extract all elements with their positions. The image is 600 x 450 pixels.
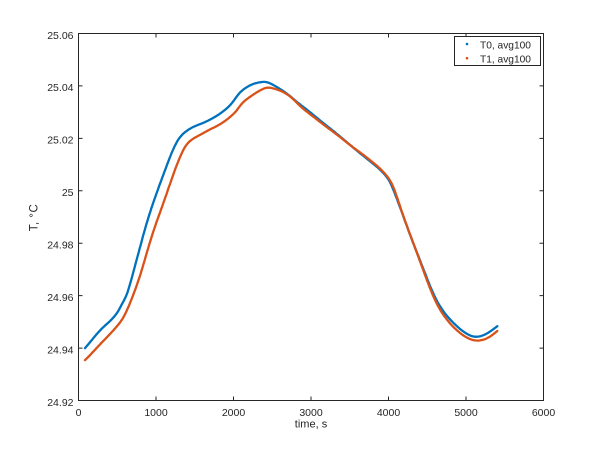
- svg-text:4000: 4000: [377, 407, 401, 419]
- svg-text:2000: 2000: [222, 407, 246, 419]
- svg-text:3000: 3000: [299, 407, 323, 419]
- svg-text:5000: 5000: [454, 407, 478, 419]
- svg-text:0: 0: [76, 407, 82, 419]
- svg-text:25.04: 25.04: [47, 82, 73, 94]
- svg-text:25.02: 25.02: [47, 135, 73, 147]
- svg-text:24.98: 24.98: [47, 240, 73, 252]
- svg-text:24.94: 24.94: [47, 344, 73, 356]
- svg-text:1000: 1000: [144, 407, 168, 419]
- svg-text:time, s: time, s: [295, 419, 328, 431]
- svg-text:25: 25: [62, 187, 74, 199]
- svg-text:T, °C: T, °C: [29, 204, 41, 232]
- svg-text:T1, avg100: T1, avg100: [480, 54, 531, 65]
- svg-text:25.06: 25.06: [47, 30, 73, 42]
- svg-text:24.92: 24.92: [47, 397, 73, 409]
- svg-text:24.96: 24.96: [47, 292, 73, 304]
- svg-text:T0, avg100: T0, avg100: [480, 40, 531, 51]
- svg-text:6000: 6000: [532, 407, 556, 419]
